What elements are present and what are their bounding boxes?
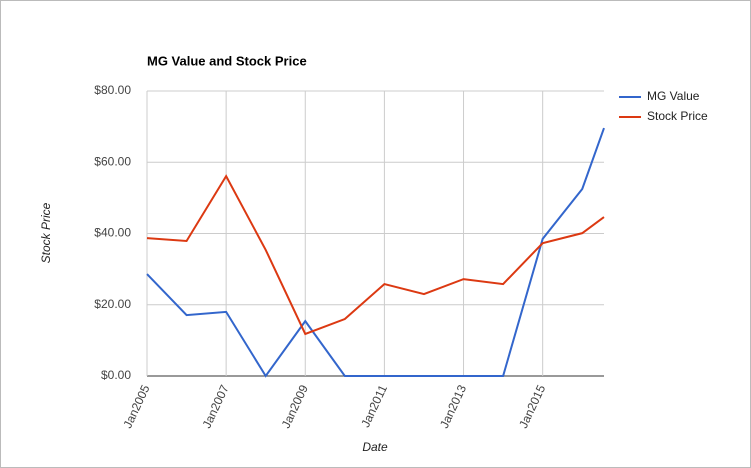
series-line bbox=[146, 127, 605, 378]
y-tick-label: $20.00 bbox=[94, 297, 131, 311]
x-axis-label: Date bbox=[362, 440, 388, 454]
y-axis-label: Stock Price bbox=[39, 202, 53, 263]
chart-title: MG Value and Stock Price bbox=[147, 53, 307, 68]
legend-label: Stock Price bbox=[647, 109, 708, 123]
y-tick-label: $0.00 bbox=[101, 368, 131, 382]
series-line bbox=[146, 174, 605, 336]
y-tick-label: $60.00 bbox=[94, 154, 131, 168]
y-tick-label: $80.00 bbox=[94, 83, 131, 97]
legend-label: MG Value bbox=[647, 89, 700, 103]
y-tick-label: $40.00 bbox=[94, 226, 131, 240]
